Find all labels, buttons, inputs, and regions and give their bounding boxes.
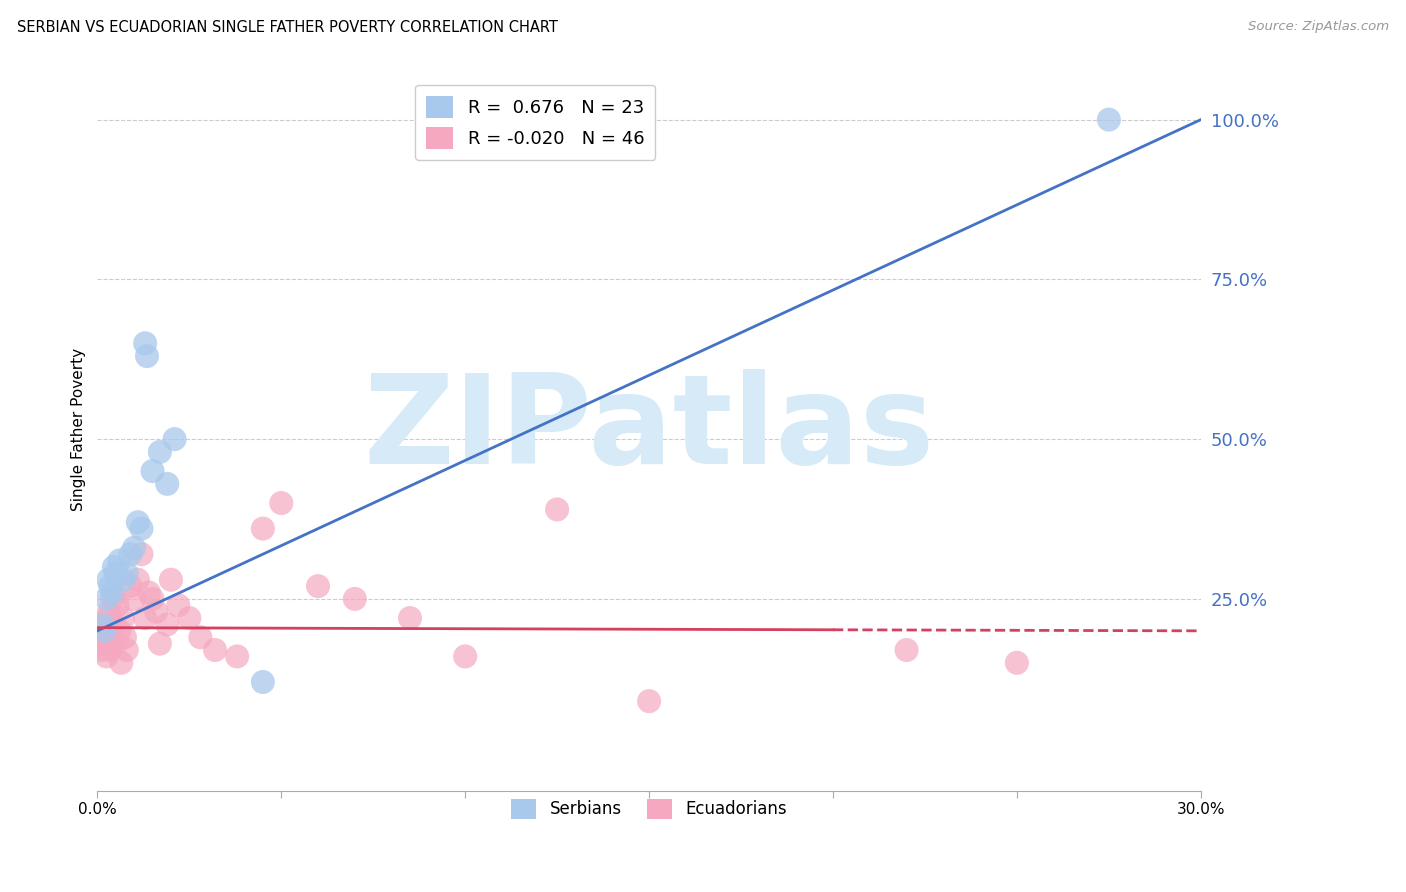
Point — [1005, 656, 1028, 670]
Point — [104, 566, 127, 581]
Point — [638, 694, 661, 708]
Point — [131, 547, 153, 561]
Text: SERBIAN VS ECUADORIAN SINGLE FATHER POVERTY CORRELATION CHART: SERBIAN VS ECUADORIAN SINGLE FATHER POVE… — [17, 20, 558, 35]
Point — [122, 591, 145, 606]
Point — [108, 624, 131, 638]
Point — [101, 585, 124, 599]
Point — [149, 445, 172, 459]
Point — [188, 630, 211, 644]
Point — [120, 579, 142, 593]
Point — [179, 611, 201, 625]
Point — [134, 611, 156, 625]
Point — [90, 624, 112, 638]
Point — [156, 476, 179, 491]
Point — [94, 624, 117, 638]
Point — [127, 515, 149, 529]
Point — [454, 649, 477, 664]
Point — [270, 496, 292, 510]
Point — [93, 637, 115, 651]
Point — [98, 643, 121, 657]
Point — [98, 579, 121, 593]
Point — [115, 643, 138, 657]
Point — [307, 579, 329, 593]
Point — [115, 566, 138, 581]
Text: ZIPatlas: ZIPatlas — [364, 369, 935, 490]
Point — [399, 611, 422, 625]
Point — [98, 605, 121, 619]
Point — [127, 573, 149, 587]
Point — [97, 611, 120, 625]
Point — [226, 649, 249, 664]
Point — [145, 605, 167, 619]
Point — [167, 599, 190, 613]
Point — [156, 617, 179, 632]
Point — [90, 643, 112, 657]
Point — [112, 573, 135, 587]
Point — [93, 624, 115, 638]
Point — [112, 611, 135, 625]
Point — [96, 591, 118, 606]
Point — [104, 637, 127, 651]
Point — [131, 522, 153, 536]
Point — [1098, 112, 1121, 127]
Point — [103, 560, 125, 574]
Point — [546, 502, 568, 516]
Point — [93, 617, 115, 632]
Text: Source: ZipAtlas.com: Source: ZipAtlas.com — [1249, 20, 1389, 33]
Point — [97, 630, 120, 644]
Point — [136, 349, 159, 363]
Point — [103, 617, 125, 632]
Point — [163, 432, 186, 446]
Legend: Serbians, Ecuadorians: Serbians, Ecuadorians — [505, 792, 793, 826]
Point — [91, 630, 114, 644]
Point — [252, 522, 274, 536]
Point — [134, 336, 156, 351]
Point — [110, 656, 132, 670]
Point — [107, 599, 129, 613]
Point — [204, 643, 226, 657]
Point — [343, 591, 366, 606]
Point — [160, 573, 183, 587]
Point — [122, 541, 145, 555]
Point — [108, 553, 131, 567]
Point — [149, 637, 172, 651]
Point — [896, 643, 918, 657]
Point — [96, 649, 118, 664]
Point — [120, 547, 142, 561]
Point — [114, 630, 136, 644]
Point — [138, 585, 160, 599]
Point — [91, 617, 114, 632]
Point — [252, 675, 274, 690]
Point — [97, 573, 120, 587]
Point — [101, 591, 124, 606]
Y-axis label: Single Father Poverty: Single Father Poverty — [72, 348, 86, 511]
Point — [141, 464, 163, 478]
Point — [141, 591, 163, 606]
